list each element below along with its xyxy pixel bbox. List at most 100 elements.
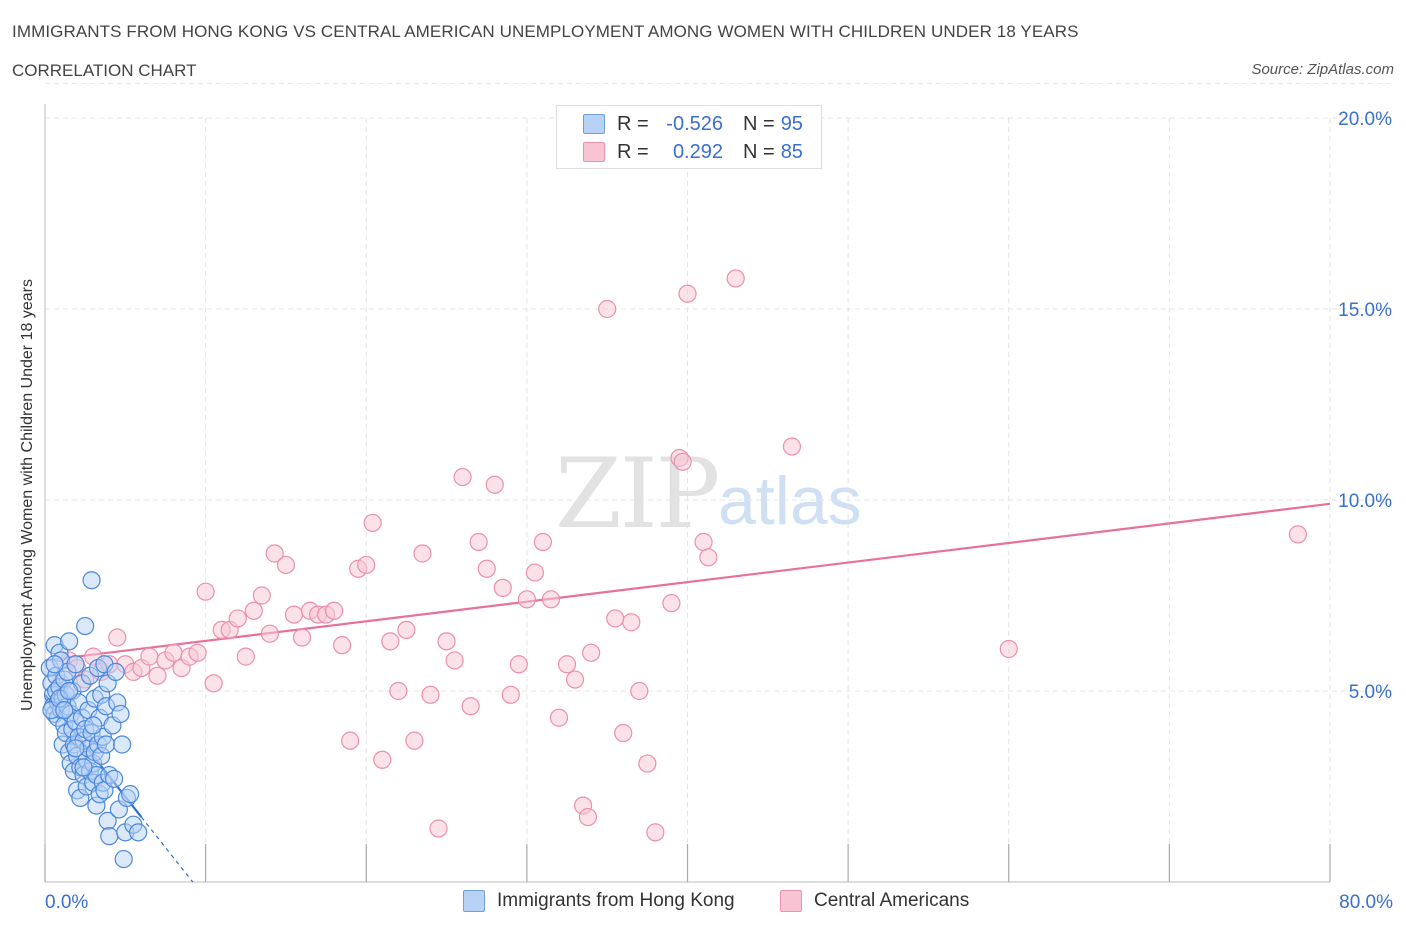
point-central-americans <box>662 594 681 613</box>
point-central-americans <box>453 467 472 487</box>
legend-swatch-blue <box>463 890 485 912</box>
r-value: 0.292 <box>672 140 723 163</box>
point-central-americans <box>1288 525 1307 544</box>
point-central-americans <box>325 601 344 620</box>
y-tick-label: 10.0% <box>1338 491 1392 512</box>
legend-label: Central Americans <box>814 890 970 911</box>
chart-title: IMMIGRANTS FROM HONG KONG VS CENTRAL AME… <box>12 22 1079 41</box>
n-label: N = <box>743 112 775 135</box>
point-central-americans <box>333 636 352 655</box>
point-central-americans <box>477 559 496 578</box>
point-central-americans <box>389 681 408 701</box>
watermark-atlas: atlas <box>718 463 862 539</box>
point-central-americans <box>606 609 625 628</box>
watermark-zip: ZIP <box>555 438 720 550</box>
legend-label: Immigrants from Hong Kong <box>497 890 735 911</box>
y-tick-label: 15.0% <box>1338 300 1392 321</box>
point-hong-kong <box>59 632 79 651</box>
point-central-americans <box>381 632 400 651</box>
y-tick-label: 20.0% <box>1338 109 1392 130</box>
point-central-americans <box>782 437 802 456</box>
point-central-americans <box>196 582 215 601</box>
point-central-americans <box>614 723 633 743</box>
legend-swatch-blue <box>583 114 605 134</box>
n-value: 95 <box>780 112 803 135</box>
point-central-americans <box>694 532 713 552</box>
point-central-americans <box>397 620 416 639</box>
point-hong-kong <box>82 571 101 590</box>
point-central-americans <box>363 513 382 533</box>
point-central-americans <box>622 613 641 632</box>
point-hong-kong <box>100 827 119 846</box>
point-hong-kong <box>55 700 74 720</box>
legend-item-central-americans: Central Americans <box>780 890 969 912</box>
point-central-americans <box>999 639 1018 659</box>
chart-subtitle: CORRELATION CHART <box>12 61 197 80</box>
point-central-americans <box>228 609 247 628</box>
point-hong-kong <box>66 655 85 674</box>
point-central-americans <box>469 532 488 552</box>
point-hong-kong <box>106 662 125 682</box>
point-hong-kong <box>59 681 79 701</box>
trend-line-central-americans <box>44 502 1331 662</box>
point-central-americans <box>525 563 545 582</box>
y-axis-label: Unemployment Among Women with Children U… <box>19 279 36 711</box>
point-central-americans <box>276 555 296 575</box>
point-hong-kong <box>104 769 124 788</box>
point-central-americans <box>260 624 279 643</box>
r-value: -0.526 <box>666 112 723 135</box>
x-tick-label: 0.0% <box>45 892 88 913</box>
point-central-americans <box>517 590 536 609</box>
point-hong-kong <box>129 823 148 842</box>
point-central-americans <box>646 823 665 842</box>
r-label: R = <box>617 112 649 135</box>
point-central-americans <box>501 685 520 704</box>
legend-swatch-pink <box>780 890 802 912</box>
series-legend: Immigrants from Hong Kong Central Americ… <box>0 890 1406 916</box>
point-central-americans <box>582 643 601 662</box>
point-central-americans <box>405 731 424 750</box>
point-central-americans <box>148 666 167 685</box>
legend-row-central-americans: R = 0.292 N = 85 <box>583 140 803 164</box>
point-central-americans <box>284 605 304 624</box>
point-hong-kong <box>96 735 116 754</box>
point-central-americans <box>437 632 456 651</box>
point-central-americans <box>578 807 598 827</box>
r-label: R = <box>617 140 649 163</box>
axes <box>44 104 1331 883</box>
point-central-americans <box>699 548 718 567</box>
point-central-americans <box>461 697 480 716</box>
data-points <box>40 269 1307 869</box>
point-central-americans <box>236 647 255 666</box>
point-central-americans <box>140 647 159 666</box>
point-central-americans <box>549 708 569 727</box>
legend-swatch-pink <box>583 142 605 162</box>
legend-row-hong-kong: R = -0.526 N = 95 <box>583 112 803 136</box>
point-central-americans <box>292 628 312 647</box>
point-central-americans <box>421 685 440 704</box>
point-central-americans <box>357 555 376 575</box>
point-central-americans <box>673 452 692 471</box>
point-central-americans <box>445 651 464 670</box>
n-label: N = <box>743 140 775 163</box>
point-central-americans <box>630 681 649 701</box>
point-hong-kong <box>66 739 85 758</box>
point-central-americans <box>108 628 127 647</box>
point-central-americans <box>429 819 448 838</box>
point-hong-kong <box>45 655 64 674</box>
source-label: Source: ZipAtlas.com <box>1251 61 1394 78</box>
point-hong-kong <box>111 704 130 724</box>
point-central-americans <box>188 643 207 662</box>
point-central-americans <box>565 670 585 689</box>
point-central-americans <box>557 655 577 674</box>
point-central-americans <box>164 643 183 662</box>
point-hong-kong <box>112 735 132 754</box>
point-hong-kong <box>114 849 133 869</box>
point-central-americans <box>341 731 360 750</box>
point-hong-kong <box>121 785 140 804</box>
point-central-americans <box>541 590 561 609</box>
point-central-americans <box>678 284 697 303</box>
point-central-americans <box>533 532 553 552</box>
point-hong-kong <box>84 716 103 735</box>
